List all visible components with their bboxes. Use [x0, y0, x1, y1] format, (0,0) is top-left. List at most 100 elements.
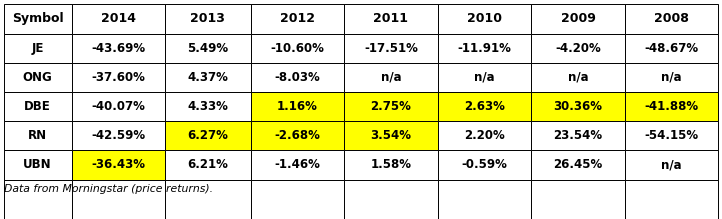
Text: -54.15%: -54.15%	[645, 129, 699, 142]
Text: -40.07%: -40.07%	[92, 100, 145, 113]
Text: 2.75%: 2.75%	[370, 100, 412, 113]
Bar	[531, 180, 625, 219]
Bar	[531, 34, 625, 63]
Bar	[531, 121, 625, 150]
Bar	[4, 121, 71, 150]
Bar	[531, 150, 625, 180]
Bar	[4, 4, 71, 34]
Bar	[165, 121, 251, 150]
Bar	[625, 63, 718, 92]
Bar	[71, 121, 165, 150]
Bar	[438, 180, 531, 219]
Text: 30.36%: 30.36%	[554, 100, 603, 113]
Bar	[344, 150, 438, 180]
Text: 4.37%: 4.37%	[188, 71, 228, 84]
Bar	[165, 63, 251, 92]
Text: -4.20%: -4.20%	[555, 42, 601, 55]
Bar	[438, 34, 531, 63]
Bar	[251, 92, 344, 121]
Text: 23.54%: 23.54%	[554, 129, 603, 142]
Bar	[251, 180, 344, 219]
Bar	[165, 34, 251, 63]
Text: n/a: n/a	[474, 71, 495, 84]
Text: Symbol: Symbol	[12, 12, 64, 25]
Bar	[165, 4, 251, 34]
Bar	[4, 34, 71, 63]
Bar	[71, 4, 165, 34]
Bar	[251, 63, 344, 92]
Text: 2010: 2010	[467, 12, 502, 25]
Text: 4.33%: 4.33%	[188, 100, 228, 113]
Text: 2014: 2014	[101, 12, 136, 25]
Bar	[71, 150, 165, 180]
Text: 2.63%: 2.63%	[464, 100, 505, 113]
Text: -48.67%: -48.67%	[645, 42, 699, 55]
Text: 2009: 2009	[561, 12, 596, 25]
Text: -0.59%: -0.59%	[461, 159, 508, 171]
Bar	[4, 180, 71, 219]
Bar	[438, 4, 531, 34]
Bar	[4, 92, 71, 121]
Bar	[438, 121, 531, 150]
Bar	[165, 150, 251, 180]
Text: -37.60%: -37.60%	[92, 71, 145, 84]
Bar	[531, 4, 625, 34]
Text: n/a: n/a	[567, 71, 588, 84]
Bar	[344, 92, 438, 121]
Bar	[251, 150, 344, 180]
Bar	[71, 92, 165, 121]
Bar	[438, 92, 531, 121]
Bar	[438, 63, 531, 92]
Bar	[625, 4, 718, 34]
Bar	[71, 180, 165, 219]
Bar	[344, 121, 438, 150]
Bar	[71, 63, 165, 92]
Bar	[625, 34, 718, 63]
Bar	[4, 150, 71, 180]
Bar	[344, 4, 438, 34]
Text: DBE: DBE	[25, 100, 51, 113]
Bar	[71, 34, 165, 63]
Text: -2.68%: -2.68%	[274, 129, 321, 142]
Bar	[165, 180, 251, 219]
Bar	[531, 63, 625, 92]
Text: 1.58%: 1.58%	[370, 159, 412, 171]
Bar	[344, 63, 438, 92]
Text: 6.21%: 6.21%	[188, 159, 228, 171]
Text: -43.69%: -43.69%	[91, 42, 145, 55]
Text: 2012: 2012	[280, 12, 315, 25]
Text: ONG: ONG	[22, 71, 53, 84]
Text: 5.49%: 5.49%	[187, 42, 228, 55]
Text: -10.60%: -10.60%	[271, 42, 324, 55]
Bar	[344, 180, 438, 219]
Bar	[438, 150, 531, 180]
Text: 2013: 2013	[191, 12, 225, 25]
Bar	[251, 34, 344, 63]
Bar	[625, 121, 718, 150]
Bar	[625, 150, 718, 180]
Text: -11.91%: -11.91%	[458, 42, 511, 55]
Bar	[625, 180, 718, 219]
Bar	[251, 4, 344, 34]
Bar	[344, 34, 438, 63]
Text: n/a: n/a	[380, 71, 401, 84]
Text: 2.20%: 2.20%	[464, 129, 505, 142]
Bar	[4, 63, 71, 92]
Text: -1.46%: -1.46%	[274, 159, 321, 171]
Text: 6.27%: 6.27%	[188, 129, 228, 142]
Text: 1.16%: 1.16%	[277, 100, 318, 113]
Bar	[251, 121, 344, 150]
Text: Data from Morningstar (price returns).: Data from Morningstar (price returns).	[4, 184, 213, 194]
Text: -17.51%: -17.51%	[364, 42, 418, 55]
Text: 26.45%: 26.45%	[554, 159, 603, 171]
Text: n/a: n/a	[661, 71, 682, 84]
Text: 2008: 2008	[654, 12, 689, 25]
Text: -42.59%: -42.59%	[91, 129, 145, 142]
Bar	[531, 92, 625, 121]
Bar	[625, 92, 718, 121]
Text: -36.43%: -36.43%	[92, 159, 145, 171]
Text: RN: RN	[28, 129, 47, 142]
Text: -41.88%: -41.88%	[645, 100, 699, 113]
Text: 3.54%: 3.54%	[370, 129, 412, 142]
Text: JE: JE	[31, 42, 44, 55]
